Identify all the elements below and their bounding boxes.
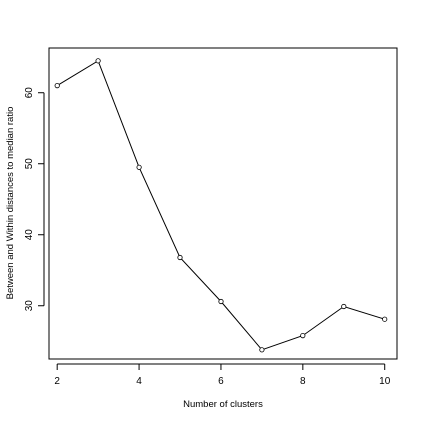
series-layer <box>54 58 388 353</box>
x-tick-label: 2 <box>54 376 60 387</box>
y-tick-label: 50 <box>24 158 35 170</box>
data-point <box>136 164 142 170</box>
y-tick-label: 30 <box>24 300 35 312</box>
data-point <box>95 58 101 64</box>
x-tick-label: 8 <box>300 376 306 387</box>
x-axis-title: Number of clusters <box>183 399 263 410</box>
series-line <box>56 60 385 351</box>
y-tick-label: 60 <box>24 87 35 99</box>
data-point <box>341 303 347 310</box>
plot-box <box>48 47 398 360</box>
data-point <box>259 347 265 353</box>
x-axis: 2 4 6 8 10 <box>54 363 391 387</box>
y-axis-title: Between and Within distances to median r… <box>5 107 16 300</box>
y-axis: 30 40 50 60 <box>24 87 45 312</box>
data-point <box>177 254 183 261</box>
data-point <box>54 83 60 89</box>
data-point <box>300 332 306 339</box>
x-tick-label: 6 <box>218 376 224 387</box>
x-tick-label: 4 <box>136 376 142 387</box>
y-tick-label: 40 <box>24 229 35 241</box>
x-tick-label: 10 <box>379 376 391 387</box>
data-point <box>218 298 224 305</box>
data-point <box>382 316 388 322</box>
